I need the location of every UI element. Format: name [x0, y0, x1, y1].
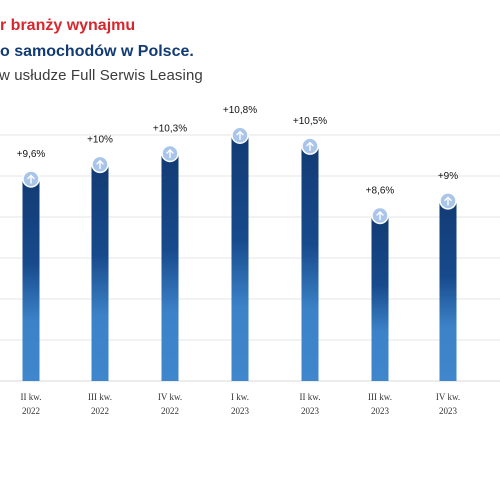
bar — [371, 215, 389, 381]
arrow-up-icon — [231, 126, 249, 144]
x-tick-label-year: 2023 — [371, 406, 390, 416]
x-tick-label-quarter: IV kw. — [158, 392, 182, 402]
x-tick-label-year: 2022 — [161, 406, 179, 416]
bar — [91, 164, 109, 381]
data-label: +9% — [438, 171, 458, 182]
x-tick-label-year: 2022 — [22, 406, 40, 416]
arrow-up-icon — [161, 144, 179, 163]
x-tick-label-quarter: II kw. — [21, 392, 42, 402]
x-tick-label-quarter: I kw. — [231, 392, 249, 402]
chart-title-line-2: o samochodów w Polsce. — [0, 43, 194, 60]
bar-group: +8,6% III kw. 2023 — [366, 186, 395, 417]
arrow-up-icon — [371, 206, 389, 225]
x-tick-label-quarter: IV kw. — [436, 392, 460, 402]
data-label: +10% — [87, 134, 113, 145]
x-tick-label-quarter: II kw. — [300, 392, 321, 402]
data-label: +10,8% — [223, 105, 257, 116]
grid — [0, 134, 500, 382]
x-tick-label-year: 2023 — [439, 406, 458, 416]
arrow-up-icon — [301, 137, 319, 155]
bar — [161, 153, 179, 381]
x-tick-label-quarter: III kw. — [368, 392, 392, 402]
bar-group: +9% IV kw. 2023 — [436, 171, 460, 416]
bar-group: +10,8% I kw. 2023 — [223, 105, 257, 416]
arrow-up-icon — [22, 170, 40, 188]
chart-title-line-1: r branży wynajmu — [0, 17, 136, 34]
bar-group: +10% III kw. 2022 — [87, 134, 113, 416]
arrow-up-icon — [91, 155, 109, 174]
bar — [301, 146, 319, 381]
data-label: +8,6% — [366, 186, 395, 197]
x-tick-label-year: 2023 — [301, 406, 320, 416]
chart-subtitle: w usłudze Full Serwis Leasing — [0, 67, 203, 84]
bar — [439, 200, 457, 381]
bar-group: +10,5% II kw. 2023 — [293, 116, 327, 416]
x-tick-label-quarter: III kw. — [88, 392, 112, 402]
data-label: +10,5% — [293, 116, 327, 127]
data-label: +10,3% — [153, 123, 187, 134]
arrow-up-icon — [439, 192, 457, 210]
bar — [231, 135, 249, 381]
bar — [22, 179, 40, 381]
x-tick-label-year: 2022 — [91, 406, 109, 416]
bar-group: +9,6% II kw. 2022 — [17, 149, 46, 416]
x-tick-label-year: 2023 — [231, 406, 250, 416]
bar-group: +10,3% IV kw. 2022 — [153, 123, 187, 416]
data-label: +9,6% — [17, 149, 46, 160]
bars: +9,6% II kw. 2022 +10% III kw. 2022 +10,3% IV k… — [17, 105, 460, 416]
